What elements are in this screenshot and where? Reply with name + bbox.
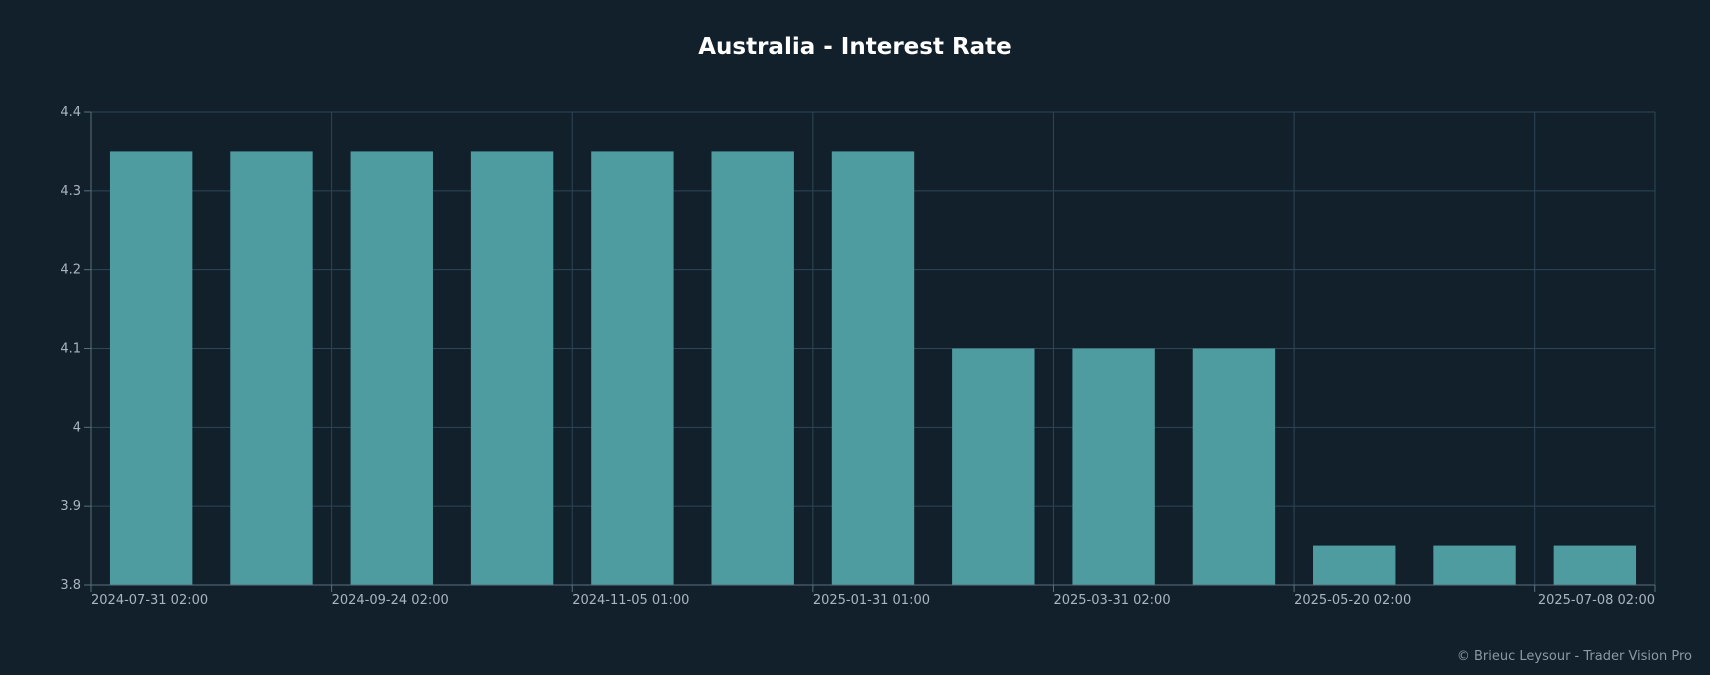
bar [109, 151, 193, 585]
y-tick-label: 4.1 [60, 342, 81, 357]
bar [591, 151, 674, 585]
x-tick-label: 2025-01-31 01:00 [813, 593, 930, 608]
credit-text: © Brieuc Leysour - Trader Vision Pro [1456, 649, 1692, 664]
bar [1313, 545, 1396, 585]
bar [711, 151, 794, 585]
x-tick-label: 2025-03-31 02:00 [1053, 593, 1170, 608]
bar [952, 348, 1035, 585]
bars-layer [109, 151, 1637, 585]
bar [1192, 348, 1276, 585]
y-tick-label: 3.9 [60, 499, 81, 514]
bar [470, 151, 554, 585]
x-tick-label: 2025-07-08 02:00 [1538, 593, 1655, 608]
bar [1553, 545, 1637, 585]
chart-title: Australia - Interest Rate [698, 34, 1012, 60]
bar [1072, 348, 1155, 585]
bar [831, 151, 915, 585]
bar [350, 151, 433, 585]
y-tick-label: 3.8 [60, 578, 81, 593]
x-tick-label: 2024-09-24 02:00 [332, 593, 449, 608]
y-tick-label: 4.3 [60, 184, 81, 199]
labels-layer: 4.4 4.3 4.2 4.1 4 3.9 3.8 2024-07-31 02:00 2024-… [60, 105, 1655, 608]
bar [1433, 545, 1516, 585]
x-tick-label: 2024-07-31 02:00 [91, 593, 208, 608]
bar [230, 151, 313, 585]
axes-layer [84, 111, 1656, 592]
x-tick-label: 2024-11-05 01:00 [572, 593, 689, 608]
y-tick-label: 4 [73, 420, 81, 435]
y-tick-label: 4.2 [60, 263, 81, 278]
y-tick-label: 4.4 [60, 105, 81, 120]
x-tick-label: 2025-05-20 02:00 [1294, 593, 1411, 608]
